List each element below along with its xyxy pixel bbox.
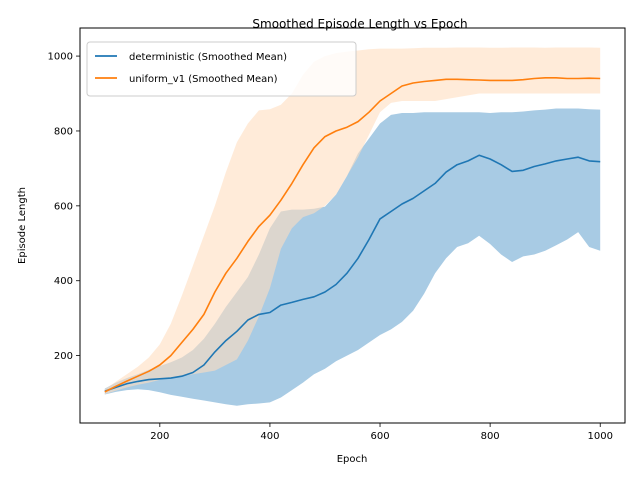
y-tick-label: 400 xyxy=(54,276,73,287)
y-tick-label: 1000 xyxy=(48,52,73,63)
legend: deterministic (Smoothed Mean) uniform_v1… xyxy=(86,41,357,97)
y-tick-label: 800 xyxy=(54,126,73,137)
legend-label-deterministic: deterministic (Smoothed Mean) xyxy=(129,52,287,63)
line-series-1 xyxy=(104,77,601,393)
x-tick-label: 200 xyxy=(150,431,169,442)
band-series-1 xyxy=(104,47,601,395)
x-axis-title: Epoch xyxy=(337,454,368,465)
x-axis-ticks: 200 400 600 800 1000 xyxy=(150,423,613,442)
legend-label-uniform: uniform_v1 (Smoothed Mean) xyxy=(129,74,278,85)
y-tick-label: 600 xyxy=(54,201,73,212)
x-tick-label: 400 xyxy=(260,431,279,442)
line-series-0 xyxy=(104,154,601,392)
y-axis-ticks: 200 400 600 800 1000 xyxy=(48,52,80,362)
y-tick-label: 200 xyxy=(54,351,73,362)
legend-box xyxy=(86,41,357,97)
series-lines xyxy=(104,77,601,393)
x-tick-label: 600 xyxy=(370,431,389,442)
plot-frame xyxy=(79,27,626,424)
confidence-bands xyxy=(104,47,601,406)
x-tick-label: 1000 xyxy=(588,431,613,442)
chart-title: Smoothed Episode Length vs Epoch xyxy=(252,17,467,31)
y-axis-title: Episode Length xyxy=(17,187,28,264)
x-tick-label: 800 xyxy=(481,431,500,442)
